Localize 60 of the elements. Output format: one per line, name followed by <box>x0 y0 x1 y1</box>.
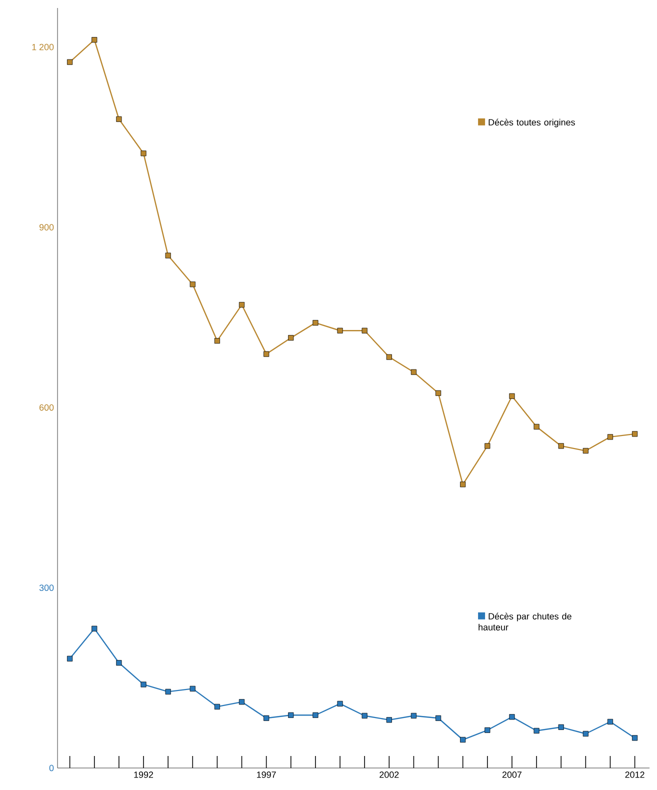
point <box>190 686 196 692</box>
point <box>337 700 344 706</box>
point <box>632 735 638 741</box>
point <box>583 730 589 737</box>
point <box>288 335 294 341</box>
x-tick-label: 2002 <box>380 772 399 778</box>
point <box>67 59 73 65</box>
point <box>264 715 270 721</box>
point <box>608 434 614 440</box>
point <box>558 724 564 730</box>
x-tick-label: 1997 <box>257 772 276 778</box>
y-tick-label: 900 <box>40 224 54 230</box>
point <box>214 704 220 710</box>
legend-label: Décès par chutes de hauteur <box>478 612 572 630</box>
point <box>264 351 270 357</box>
y-tick-label: 0 <box>50 764 54 772</box>
point <box>558 443 564 449</box>
x-tick-label: 2007 <box>502 772 522 778</box>
point <box>484 443 490 449</box>
y-tick-label: 600 <box>40 404 54 411</box>
y-tick-label: 300 <box>40 584 54 591</box>
point <box>312 320 318 326</box>
point <box>436 390 442 396</box>
point <box>140 682 147 688</box>
y-tick-label: 1 200 <box>32 44 54 50</box>
point <box>67 656 73 662</box>
point <box>632 431 638 437</box>
point <box>239 302 245 308</box>
point <box>386 354 392 360</box>
point <box>140 150 147 156</box>
point <box>362 712 368 719</box>
point <box>362 328 368 334</box>
point <box>166 252 172 258</box>
point <box>116 660 122 666</box>
point <box>436 715 442 721</box>
point <box>608 718 614 725</box>
point <box>583 448 589 454</box>
point <box>411 369 417 375</box>
point <box>312 712 318 718</box>
point <box>509 714 515 720</box>
point <box>116 116 122 122</box>
point <box>92 626 98 632</box>
point <box>214 338 220 344</box>
point <box>460 736 466 743</box>
point <box>92 37 98 43</box>
point <box>239 699 245 705</box>
point <box>288 712 294 718</box>
legend-label: Décès toutes origines <box>489 118 576 128</box>
point <box>534 424 540 430</box>
point <box>386 717 392 723</box>
point <box>337 328 344 334</box>
point <box>166 688 172 694</box>
point <box>484 727 490 733</box>
point <box>190 282 196 288</box>
point <box>509 393 515 399</box>
x-tick-label: 1992 <box>134 772 154 778</box>
x-tick-label: 2012 <box>626 772 645 778</box>
point <box>411 712 417 719</box>
point <box>460 482 466 488</box>
point <box>534 728 540 734</box>
